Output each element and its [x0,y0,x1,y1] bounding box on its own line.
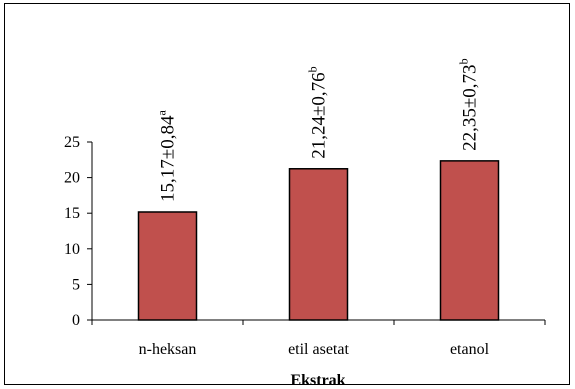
y-tick-label: 10 [64,241,80,258]
bar [288,168,349,321]
x-tick-label: n-heksan [139,341,197,358]
y-tick-label: 20 [64,170,80,187]
bars [137,160,500,321]
data-label-superscript: b [457,58,471,64]
data-label-value: 15,17±0,84 [158,115,179,202]
y-tick-label: 5 [72,276,80,293]
bar [137,211,198,321]
data-label-superscript: a [155,110,169,116]
y-tick-label: 25 [64,134,80,151]
data-label: 21,24±0,76b [306,66,330,158]
x-tick-label: etanol [450,341,490,358]
data-label-value: 21,24±0,76 [309,72,330,158]
data-label: 22,35±0,73b [457,58,481,150]
y-tick-label: 15 [64,205,80,222]
x-axis-title: Ekstrak [290,372,345,389]
x-tick-label: etil asetat [288,341,349,358]
data-labels: 15,17±0,84a 21,24±0,76b 22,35±0,73b [155,58,481,202]
data-label: 15,17±0,84a [155,110,179,202]
bar [439,160,500,321]
y-tick-label: 0 [72,312,80,329]
data-label-superscript: b [306,66,320,72]
data-label-value: 22,35±0,73 [460,64,481,150]
